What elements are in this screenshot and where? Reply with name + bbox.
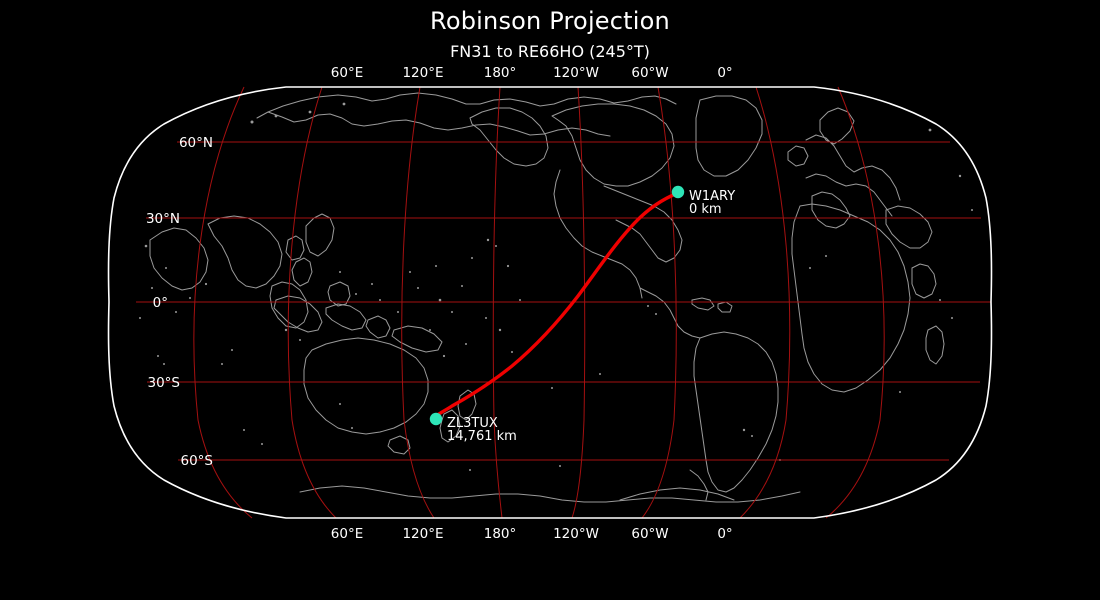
lon-tick-top-5: 0° [717,65,732,81]
lon-tick-bot-4: 60°W [631,526,668,542]
island-specks-layer [139,102,973,471]
lon-tick-bot-3: 120°W [553,526,599,542]
page-subtitle: FN31 to RE66HO (245°T) [450,42,650,61]
station-distance-zl3tux: 14,761 km [447,429,517,444]
map-border [107,86,993,519]
lon-tick-bot-5: 0° [717,526,732,542]
station-marker-zl3tux[interactable] [429,412,443,426]
lat-tick-3: 30°S [148,375,181,391]
lon-tick-top-4: 60°W [631,65,668,81]
great-circle-path [434,191,680,418]
lat-tick-4: 60°S [181,453,214,469]
lon-tick-bot-1: 120°E [402,526,443,542]
coastlines-layer [149,92,945,503]
lat-tick-1: 30°N [146,211,180,227]
station-marker-w1ary[interactable] [671,185,685,199]
lon-tick-bot-2: 180° [484,526,517,542]
longitude-ticks-top: 60°E 120°E 180° 120°W 60°W 0° [331,65,733,81]
station-distance-w1ary: 0 km [689,202,722,217]
graticule-layer [136,86,991,519]
latitude-ticks: 60°N 30°N 0° 30°S 60°S [146,135,213,469]
lat-tick-2: 0° [153,295,168,311]
page-title: Robinson Projection [430,7,670,35]
station-callsign-zl3tux: ZL3TUX [447,416,498,431]
station-callsign-w1ary: W1ARY [689,189,735,204]
longitude-ticks-bottom: 60°E 120°E 180° 120°W 60°W 0° [331,526,733,542]
lat-tick-0: 60°N [179,135,213,151]
lon-tick-top-0: 60°E [331,65,363,81]
lon-tick-bot-0: 60°E [331,526,363,542]
lon-tick-top-3: 120°W [553,65,599,81]
lon-tick-top-1: 120°E [402,65,443,81]
lon-tick-top-2: 180° [484,65,517,81]
